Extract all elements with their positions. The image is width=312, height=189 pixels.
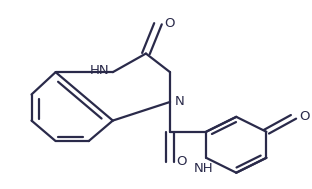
Text: O: O: [176, 155, 187, 168]
Text: NH: NH: [193, 162, 213, 174]
Text: HN: HN: [90, 64, 110, 77]
Text: O: O: [164, 17, 174, 30]
Text: O: O: [300, 110, 310, 123]
Text: N: N: [174, 95, 184, 108]
